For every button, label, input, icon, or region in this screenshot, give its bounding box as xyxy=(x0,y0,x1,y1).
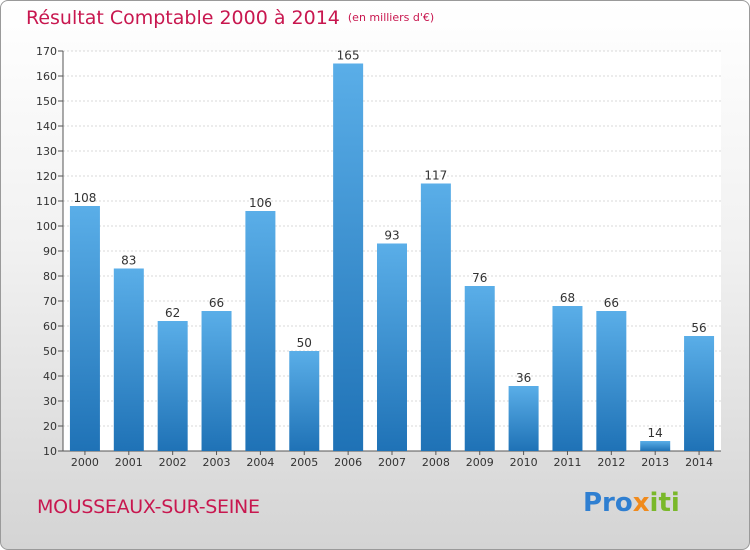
y-tick-label: 60 xyxy=(43,320,57,333)
y-tick-label: 70 xyxy=(43,295,57,308)
bar-2013 xyxy=(640,441,671,451)
bar-2001 xyxy=(113,268,144,451)
x-tick-label-2005: 2005 xyxy=(290,456,318,469)
y-tick-label: 90 xyxy=(43,245,57,258)
y-tick-label: 20 xyxy=(43,420,57,433)
commune-name: MOUSSEAUX-SUR-SEINE xyxy=(37,496,260,518)
bar-2010 xyxy=(508,386,539,451)
data-label-2004: 106 xyxy=(249,196,272,210)
bar-2002 xyxy=(157,321,188,451)
logo-part-2: x xyxy=(632,488,650,518)
bar-2009 xyxy=(464,286,495,451)
data-label-2009: 76 xyxy=(472,271,487,285)
data-label-2008: 117 xyxy=(424,169,447,183)
data-label-2010: 36 xyxy=(516,371,531,385)
data-label-2007: 93 xyxy=(384,229,399,243)
y-tick-label: 80 xyxy=(43,270,57,283)
x-tick-label-2007: 2007 xyxy=(378,456,406,469)
data-label-2006: 165 xyxy=(337,49,360,63)
x-tick-label-2002: 2002 xyxy=(159,456,187,469)
x-tick-label-2012: 2012 xyxy=(597,456,625,469)
data-label-2013: 14 xyxy=(648,426,663,440)
data-label-2001: 83 xyxy=(121,254,136,268)
bar-2003 xyxy=(201,311,232,451)
y-tick-label: 40 xyxy=(43,370,57,383)
data-label-2002: 62 xyxy=(165,306,180,320)
bar-2014 xyxy=(684,336,715,451)
bar-2006 xyxy=(333,63,364,451)
bar-2008 xyxy=(420,183,451,451)
x-tick-label-2003: 2003 xyxy=(203,456,231,469)
x-tick-label-2008: 2008 xyxy=(422,456,450,469)
bar-2000 xyxy=(69,206,100,451)
y-tick-label: 100 xyxy=(36,220,57,233)
y-tick-label: 150 xyxy=(36,95,57,108)
x-tick-label-2013: 2013 xyxy=(641,456,669,469)
x-tick-label-2011: 2011 xyxy=(553,456,581,469)
y-tick-label: 120 xyxy=(36,170,57,183)
y-tick-label: 110 xyxy=(36,195,57,208)
logo-part-3: iti xyxy=(649,488,680,518)
data-label-2012: 66 xyxy=(604,296,619,310)
bar-2007 xyxy=(377,243,407,451)
bar-2012 xyxy=(596,311,627,451)
data-label-2005: 50 xyxy=(297,336,312,350)
x-tick-label-2009: 2009 xyxy=(466,456,494,469)
y-tick-label: 130 xyxy=(36,145,57,158)
x-tick-label-2000: 2000 xyxy=(71,456,99,469)
x-tick-label-2001: 2001 xyxy=(115,456,143,469)
y-tick-label: 30 xyxy=(43,395,57,408)
y-tick-label: 10 xyxy=(43,445,57,458)
data-label-2014: 56 xyxy=(691,321,706,335)
y-tick-label: 170 xyxy=(36,45,57,58)
logo-part-1: Pro xyxy=(583,488,633,518)
x-tick-label-2004: 2004 xyxy=(246,456,274,469)
x-tick-label-2010: 2010 xyxy=(510,456,538,469)
y-tick-label: 50 xyxy=(43,345,57,358)
data-label-2003: 66 xyxy=(209,296,224,310)
bar-2004 xyxy=(245,211,276,451)
data-label-2000: 108 xyxy=(73,191,96,205)
y-tick-label: 160 xyxy=(36,70,57,83)
bar-2005 xyxy=(289,351,320,451)
title-text: Résultat Comptable 2000 à 2014 xyxy=(26,7,340,29)
bar-2011 xyxy=(552,306,583,451)
proxiti-logo: Proxiti xyxy=(583,488,680,518)
y-tick-label: 140 xyxy=(36,120,57,133)
x-tick-label-2006: 2006 xyxy=(334,456,362,469)
chart-title: Résultat Comptable 2000 à 2014 (en millie… xyxy=(26,7,434,29)
unit-label: (en milliers d'€) xyxy=(347,11,435,24)
data-label-2011: 68 xyxy=(560,291,575,305)
x-tick-label-2014: 2014 xyxy=(685,456,713,469)
